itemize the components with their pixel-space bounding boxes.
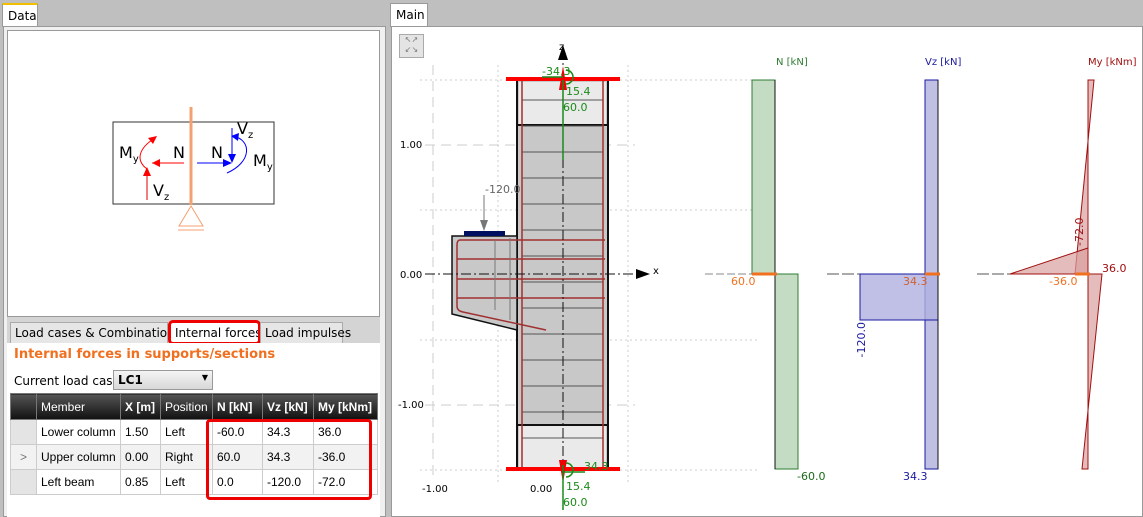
cell: Left beam <box>36 469 121 495</box>
n-upper-bar <box>751 79 776 275</box>
tab-label: Load impulses <box>265 326 352 340</box>
vz-right-label: Vz <box>237 119 253 141</box>
table-header: Member X [m] Position N [kN] Vz [kN] My … <box>10 393 378 420</box>
table-row[interactable]: Lower column 1.50 Left -60.0 34.3 36.0 <box>10 419 378 445</box>
table-row[interactable]: > Upper column 0.00 Right 60.0 34.3 -36.0 <box>10 444 378 470</box>
bearing-plate <box>464 231 505 236</box>
load-arrow-icon <box>480 220 488 231</box>
cell: 0.85 <box>120 469 161 495</box>
x-axis-label: x <box>653 266 659 277</box>
tab-label: Data <box>8 9 37 23</box>
tab-internal-forces[interactable]: Internal forces <box>168 320 262 345</box>
load-case-select[interactable]: LC1 ▼ <box>113 370 213 390</box>
cell: 1.50 <box>120 419 161 445</box>
bottom-n-value: 60.0 <box>563 496 588 509</box>
my-left-label: My <box>119 143 139 165</box>
vz-left-label: Vz <box>153 181 169 203</box>
top-n-value: 60.0 <box>563 101 588 114</box>
top-vz-value: -34.3 <box>542 65 570 78</box>
my-diagram-title: My [kNm] <box>1088 57 1137 68</box>
section-title: Internal forces in supports/sections <box>14 347 276 362</box>
n-right-label: N <box>211 143 223 162</box>
force-legend-diagram: My N N Vz Vz My <box>7 30 380 317</box>
tab-label: Main <box>396 8 425 22</box>
highlight-box <box>206 419 372 500</box>
tab-main[interactable]: Main <box>390 3 428 27</box>
cell: 60.0 <box>212 444 263 470</box>
z-axis-arrow-icon <box>558 45 568 60</box>
col-my[interactable]: My [kNm] <box>313 393 378 420</box>
vz-value: 34.3 <box>903 470 928 483</box>
vz-value: 34.3 <box>903 275 928 288</box>
col-position[interactable]: Position <box>160 393 213 420</box>
cell: 34.3 <box>262 419 314 445</box>
tab-load-impulses[interactable]: Load impulses <box>260 322 351 343</box>
tick-x: 0.00 <box>530 484 552 495</box>
cell: Upper column <box>36 444 121 470</box>
vz-beam-bar <box>859 273 939 321</box>
n-value: -60.0 <box>797 470 825 483</box>
tick-y: 0.00 <box>400 270 422 281</box>
tab-label: Internal forces <box>175 326 262 340</box>
cell: -60.0 <box>212 419 263 445</box>
n-value: 60.0 <box>731 275 756 288</box>
cell: Lower column <box>36 419 121 445</box>
cell: -36.0 <box>313 444 378 470</box>
x-axis-arrow-icon <box>636 269 650 279</box>
expand-icon: ↖↗ ↙↘ <box>404 35 419 54</box>
cell: 0.0 <box>212 469 263 495</box>
selector-header <box>10 393 37 420</box>
cell: Right <box>160 444 213 470</box>
row-selector[interactable] <box>10 469 37 495</box>
vz-value: -120.0 <box>855 322 868 357</box>
col-member[interactable]: Member <box>36 393 121 420</box>
my-value: -36.0 <box>1049 275 1077 288</box>
cell: 0.00 <box>120 444 161 470</box>
tick-y: 1.00 <box>400 140 422 151</box>
load-case-value: LC1 <box>118 373 143 387</box>
my-lower-area <box>1081 273 1103 470</box>
col-vz[interactable]: Vz [kN] <box>262 393 314 420</box>
fit-view-button[interactable]: ↖↗ ↙↘ <box>399 34 424 58</box>
table-row[interactable]: Left beam 0.85 Left 0.0 -120.0 -72.0 <box>10 469 378 495</box>
bottom-vz-value: 34.3 <box>584 460 609 473</box>
tab-label: Load cases & Combinations <box>15 326 181 340</box>
load-value: -120.0 <box>485 183 520 196</box>
n-left-label: N <box>173 143 185 162</box>
my-beam-area <box>1009 247 1089 275</box>
vz-diagram-title: Vz [kN] <box>925 57 961 68</box>
my-value: 36.0 <box>1102 262 1127 275</box>
load-case-label: Current load case <box>14 374 120 388</box>
z-axis-label: z <box>559 42 564 53</box>
cell: 36.0 <box>313 419 378 445</box>
tab-load-cases[interactable]: Load cases & Combinations <box>10 322 181 343</box>
cell: Left <box>160 469 213 495</box>
top-my-value: 15.4 <box>566 85 591 98</box>
n-diagram-title: N [kN] <box>776 57 808 68</box>
tick-x: -1.00 <box>422 484 448 495</box>
col-n[interactable]: N [kN] <box>212 393 263 420</box>
my-right-label: My <box>253 151 273 173</box>
cell: -120.0 <box>262 469 314 495</box>
n-lower-bar <box>774 273 799 470</box>
internal-forces-table: Member X [m] Position N [kN] Vz [kN] My … <box>10 393 378 495</box>
my-value: -72.0 <box>1073 218 1086 246</box>
chevron-down-icon: ▼ <box>201 373 208 382</box>
tick-y: -1.00 <box>398 400 424 411</box>
cell: -72.0 <box>313 469 378 495</box>
bottom-my-value: 15.4 <box>566 480 591 493</box>
tab-data[interactable]: Data <box>2 3 38 27</box>
